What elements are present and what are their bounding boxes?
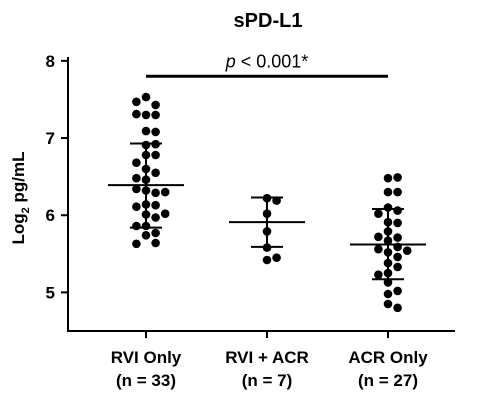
data-point — [160, 209, 170, 218]
group-rvi-acr — [229, 193, 305, 265]
y-axis-label-subscript: 2 — [20, 207, 32, 213]
data-point — [141, 92, 151, 102]
data-point — [151, 110, 160, 120]
data-point — [402, 246, 412, 255]
x-tick-label: RVI Only — [111, 348, 182, 367]
data-point — [151, 188, 160, 198]
y-tick-label: 6 — [46, 206, 55, 225]
y-tick-label: 8 — [46, 52, 55, 71]
group-rvi-only — [108, 92, 184, 249]
data-point — [393, 233, 402, 242]
x-tick-sample-size: (n = 33) — [116, 371, 176, 390]
data-point — [141, 110, 151, 120]
data-point — [393, 206, 402, 215]
y-axis-label-base: Log — [9, 213, 28, 244]
data-point — [272, 253, 281, 262]
data-point — [393, 262, 402, 272]
p-value-text: < 0.001* — [236, 51, 309, 71]
data-point — [262, 255, 272, 265]
data-point — [151, 100, 160, 110]
data-point — [393, 303, 402, 313]
x-tick-label: ACR Only — [348, 348, 428, 367]
p-symbol: p — [225, 51, 236, 71]
chart-title: sPD-L1 — [234, 10, 303, 32]
data-point — [151, 127, 160, 137]
data-point — [151, 238, 160, 248]
data-point — [151, 213, 160, 222]
x-tick-label: RVI + ACR — [225, 348, 309, 367]
data-point — [160, 187, 170, 197]
data-point — [383, 299, 393, 309]
data-point — [132, 239, 141, 249]
data-point — [383, 187, 393, 197]
data-point — [374, 270, 383, 280]
y-tick-label: 5 — [46, 283, 55, 302]
data-point — [374, 232, 383, 242]
data-point — [393, 286, 402, 296]
data-point — [132, 184, 141, 194]
data-point — [141, 231, 151, 240]
data-point — [151, 168, 160, 178]
data-point — [374, 209, 383, 218]
x-tick-sample-size: (n = 27) — [358, 371, 418, 390]
x-ticks: RVI Only (n = 33) RVI + ACR (n = 7) ACR Only… — [111, 331, 428, 390]
data-point — [132, 97, 141, 107]
data-point — [393, 187, 402, 197]
significance-label: p < 0.001* — [225, 51, 309, 71]
y-axis-label: Log2 pg/mL — [9, 152, 32, 245]
data-point — [132, 221, 141, 231]
y-tick-label: 7 — [46, 129, 55, 148]
data-point — [132, 109, 141, 119]
data-point — [383, 173, 393, 183]
data-point — [132, 158, 141, 167]
data-point — [383, 289, 393, 299]
data-point — [132, 202, 141, 211]
data-point — [141, 126, 151, 136]
data-point — [151, 228, 160, 238]
group-acr-only — [350, 173, 426, 313]
x-tick-sample-size: (n = 7) — [242, 371, 293, 390]
y-ticks: 5 6 7 8 — [46, 52, 68, 302]
y-axis-label-unit: pg/mL — [9, 152, 28, 208]
data-point — [393, 173, 402, 182]
data-point — [393, 218, 402, 228]
data-point — [393, 252, 402, 262]
data-point — [374, 244, 383, 254]
data-point — [151, 200, 160, 210]
data-point — [151, 150, 160, 160]
data-groups — [108, 92, 426, 313]
data-point — [132, 173, 141, 183]
